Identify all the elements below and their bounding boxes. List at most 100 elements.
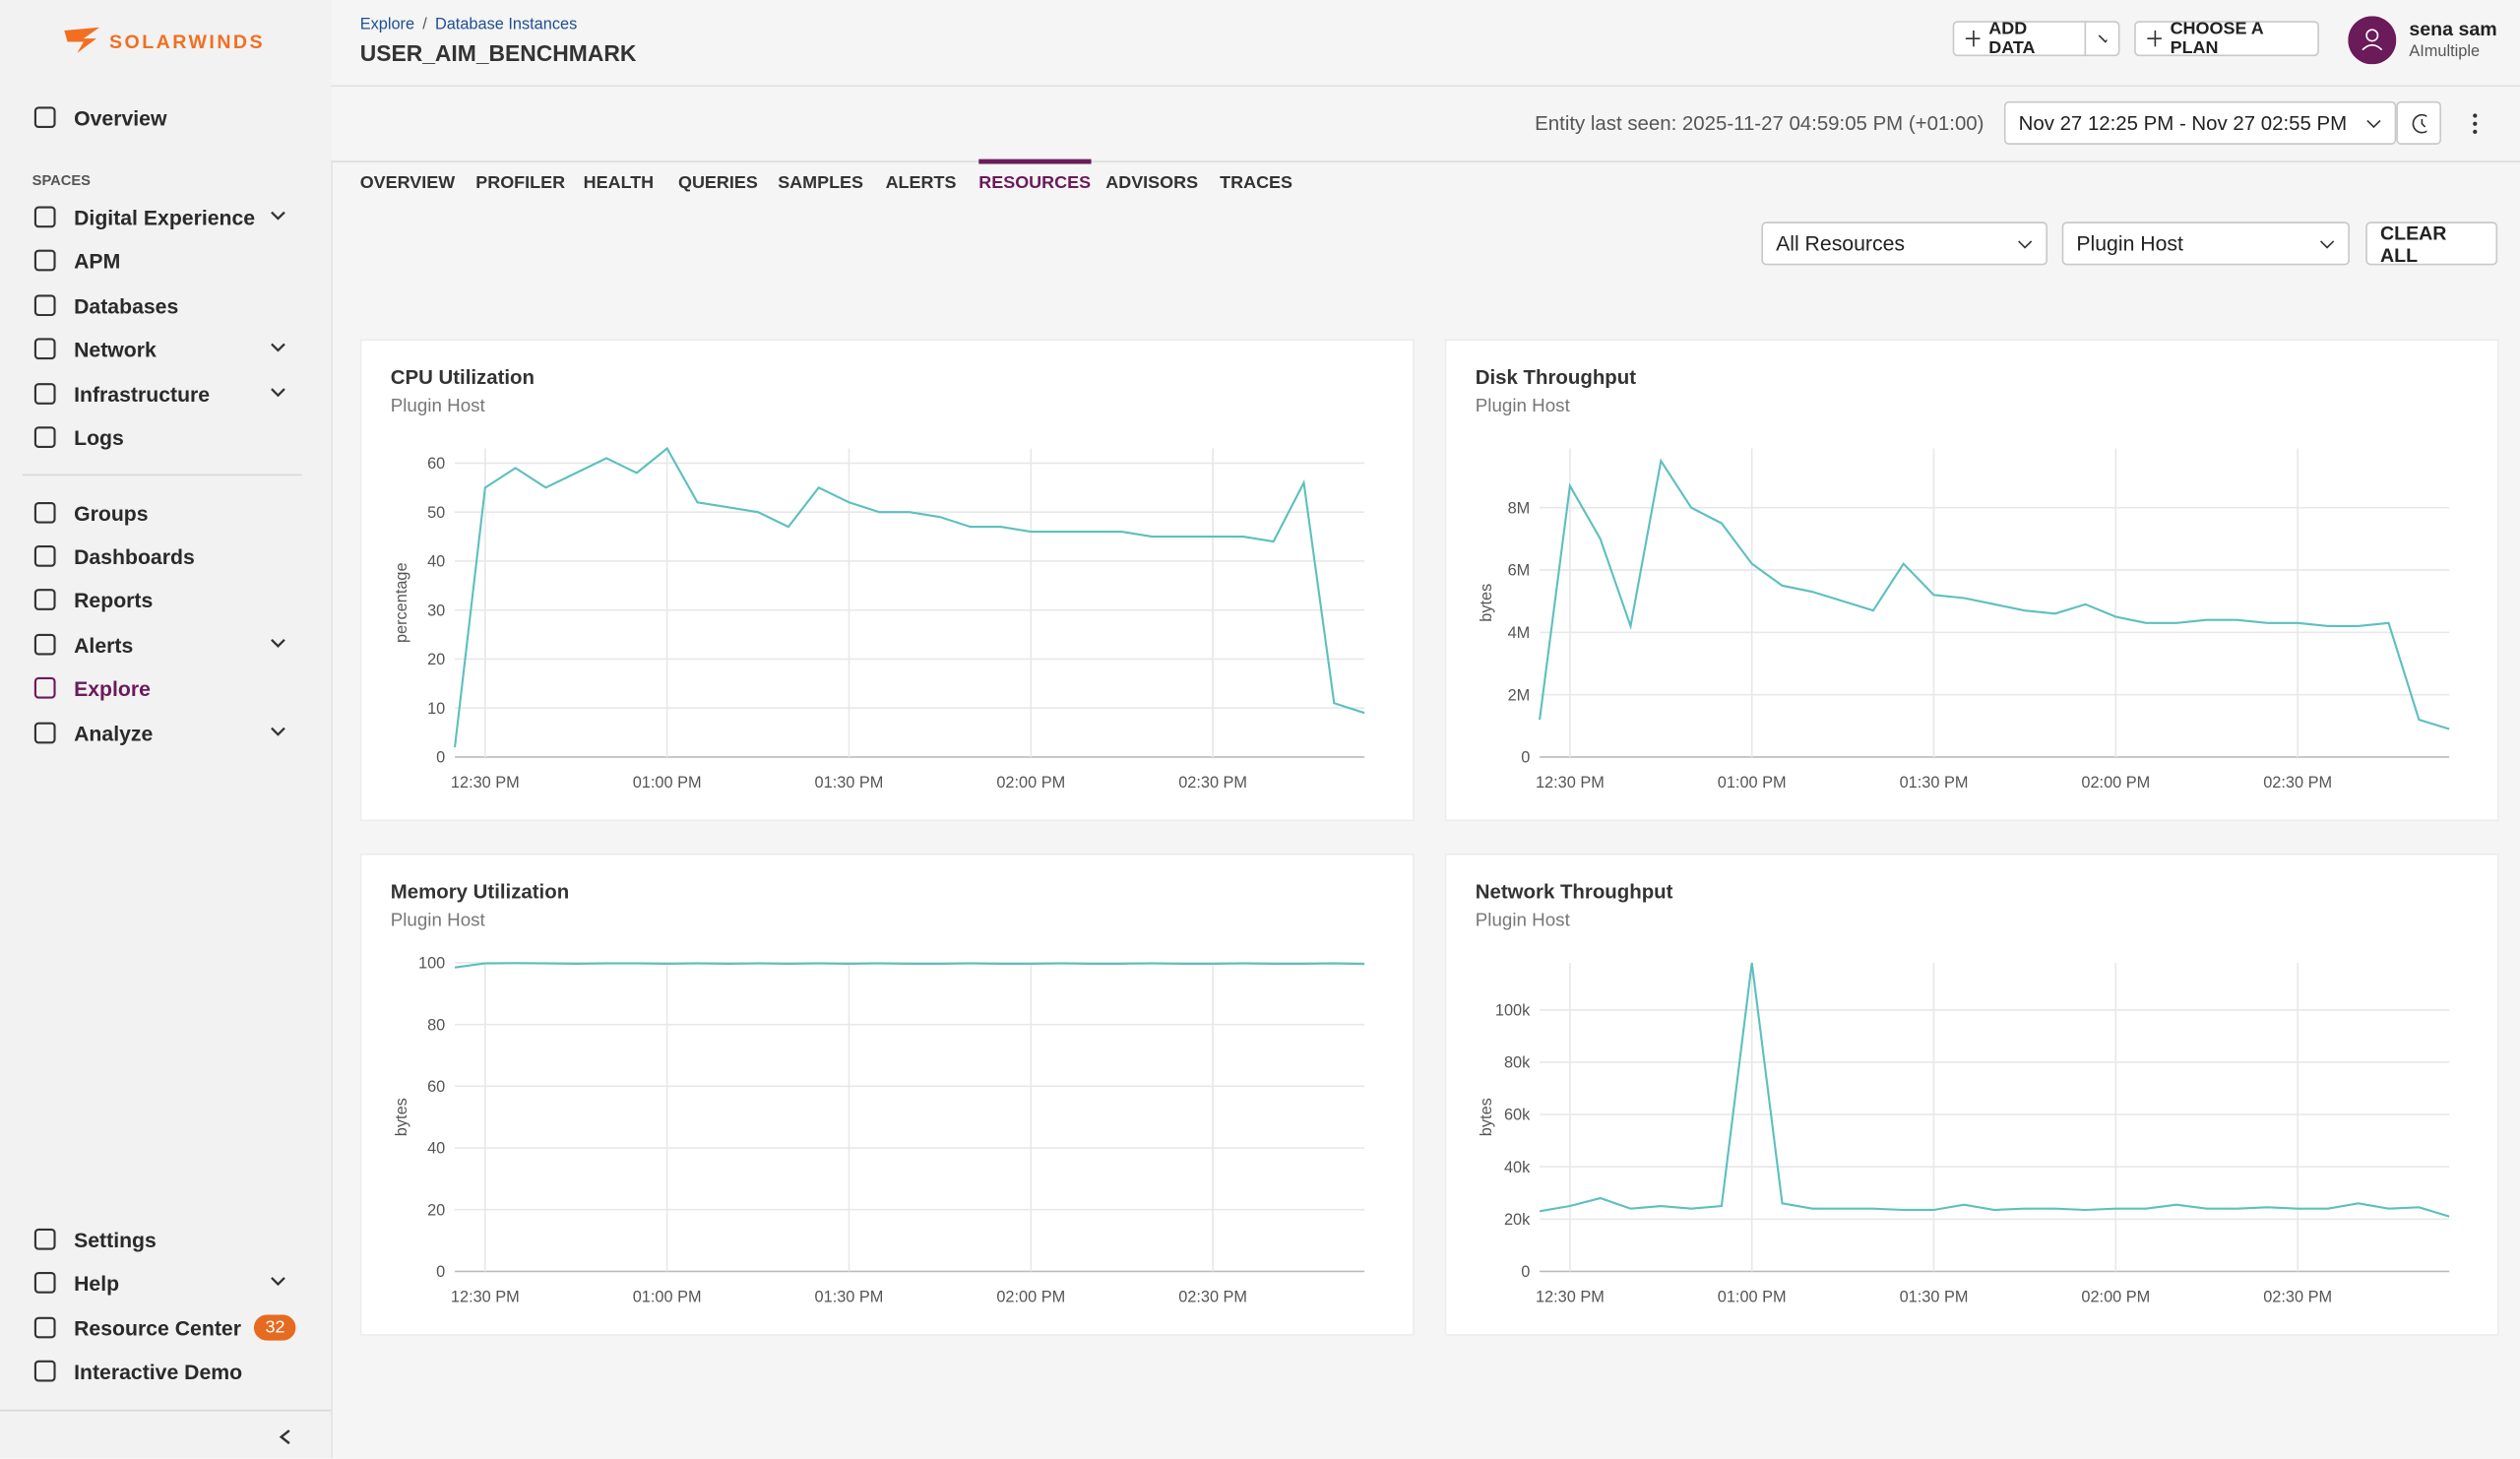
tab-indicator — [978, 159, 1092, 164]
crumb[interactable]: Database Instances — [434, 16, 578, 34]
crumb[interactable]: Explore — [359, 16, 415, 34]
nav-icon — [33, 722, 56, 744]
chevron — [271, 343, 285, 352]
history-button[interactable] — [2396, 100, 2441, 145]
nav-item[interactable]: Help — [32, 1265, 306, 1300]
sidebar: SOLARWINDS SPACES Overview Digital Experi… — [0, 0, 333, 1458]
nav-icon — [33, 338, 56, 360]
tab[interactable]: RESOURCES — [978, 159, 1092, 193]
nav-icon — [33, 206, 56, 228]
user-org: AImultiple — [2409, 43, 2481, 62]
page-title: USER_AIM_BENCHMARK — [359, 39, 637, 66]
chevron-shape — [271, 343, 285, 352]
nav-item[interactable]: Resource Center 32 — [32, 1310, 306, 1346]
more-menu[interactable] — [2470, 112, 2480, 135]
data-line — [454, 962, 1365, 969]
tab[interactable]: HEALTH — [583, 173, 655, 193]
nav-item[interactable]: Logs — [32, 419, 306, 455]
nav-label: Help — [74, 1270, 120, 1296]
add-data-button[interactable]: ADD DATA — [1952, 19, 2087, 58]
time-range-picker[interactable]: Nov 27 12:25 PM - Nov 27 02:55 PM — [2003, 100, 2397, 145]
nav-item[interactable]: Infrastructure — [32, 376, 306, 412]
x-tick-label: 02:30 PM — [1178, 1288, 1247, 1305]
nav-item[interactable]: Explore — [32, 670, 306, 706]
icon-shape — [33, 1271, 56, 1294]
nav-item[interactable]: Alerts — [32, 627, 306, 663]
add-data-dropdown[interactable] — [2084, 21, 2120, 57]
tab[interactable]: SAMPLES — [778, 173, 864, 193]
divider — [22, 474, 302, 476]
nav-item[interactable]: Interactive Demo — [32, 1354, 306, 1389]
choose-plan-label: CHOOSE A PLAN — [2170, 19, 2264, 58]
chevron-shape — [271, 1277, 285, 1287]
add-data-label: ADD DATA — [1988, 19, 2036, 58]
y-tick-label: 50 — [427, 504, 445, 522]
data-line — [453, 446, 1365, 748]
nav-label: Infrastructure — [74, 381, 211, 407]
y-axis-label: bytes — [393, 1098, 410, 1136]
tab[interactable]: PROFILER — [475, 173, 566, 193]
chevron — [271, 1277, 285, 1287]
collapse-button[interactable] — [277, 1427, 296, 1447]
icon-shape — [33, 1360, 56, 1382]
nav-icon — [33, 1360, 56, 1382]
icon-shape — [33, 106, 56, 129]
resource-filter[interactable]: All Resources — [1761, 222, 2048, 266]
y-tick-label: 60 — [427, 455, 445, 473]
y-tick-label: 100 — [418, 955, 445, 973]
y-tick-label: 80 — [427, 1016, 445, 1034]
x-tick-label: 01:30 PM — [815, 1288, 884, 1305]
nav-label: Digital Experience — [74, 205, 256, 229]
x-tick-label: 02:00 PM — [2081, 1288, 2150, 1305]
host-filter[interactable]: Plugin Host — [2061, 222, 2350, 266]
y-tick-label: 0 — [1521, 1263, 1530, 1281]
choose-plan-button[interactable]: CHOOSE A PLAN — [2134, 19, 2319, 58]
nav-item[interactable]: Dashboards — [32, 539, 306, 574]
tab[interactable]: TRACES — [1220, 173, 1293, 193]
x-tick-label: 01:30 PM — [815, 774, 884, 792]
nav-label: Explore — [74, 675, 151, 701]
badge: 32 — [254, 1314, 296, 1341]
time-range: Nov 27 12:25 PM - Nov 27 02:55 PM — [2018, 111, 2348, 135]
tab[interactable]: QUERIES — [677, 173, 758, 193]
tab[interactable]: ALERTS — [885, 173, 957, 193]
nav-item[interactable]: Analyze — [32, 716, 306, 751]
nav-item[interactable]: Settings — [32, 1222, 306, 1257]
nav-item[interactable]: Reports — [32, 582, 306, 617]
nav-item[interactable]: Network — [32, 331, 306, 366]
nav-item[interactable]: Groups — [32, 495, 306, 531]
x-tick-label: 02:30 PM — [2263, 774, 2332, 792]
nav-icon — [33, 106, 56, 129]
nav-item[interactable]: APM — [32, 243, 306, 279]
logo-icon — [64, 27, 100, 53]
icon-shape — [33, 206, 56, 228]
spaces-label: SPACES — [32, 171, 91, 189]
y-tick-label: 20k — [1504, 1211, 1531, 1229]
nav-icon — [33, 545, 56, 567]
y-tick-label: 20 — [427, 651, 445, 668]
y-axis-label: bytes — [1478, 1098, 1495, 1136]
chevron — [271, 638, 285, 648]
nav-icon — [33, 676, 56, 699]
nav-icon — [33, 249, 56, 272]
nav-icon — [33, 383, 56, 405]
x-tick-label: 01:30 PM — [1900, 774, 1969, 792]
icon-shape — [33, 426, 56, 448]
clear-all-button[interactable]: CLEAR ALL — [2365, 221, 2498, 266]
chevron-shape — [271, 388, 285, 398]
tab[interactable]: OVERVIEW — [359, 173, 456, 193]
chevron-shape — [271, 727, 285, 736]
nav-label: Logs — [74, 424, 124, 450]
nav-item[interactable]: Databases — [32, 287, 306, 323]
nav-label: Network — [74, 337, 157, 361]
y-tick-label: 4M — [1508, 624, 1531, 642]
icon-shape — [33, 1228, 56, 1250]
avatar[interactable] — [2348, 16, 2397, 65]
tab[interactable]: ADVISORS — [1105, 173, 1199, 193]
y-tick-label: 2M — [1508, 686, 1531, 704]
nav-item[interactable]: Overview — [32, 99, 306, 135]
nav-item[interactable]: Digital Experience — [32, 199, 306, 234]
x-tick-label: 01:30 PM — [1900, 1288, 1969, 1305]
chart-plot: 0 20k 40k 60k 80k 100k 12:30 PM 01:00 PM 01:30 P… — [1478, 962, 2450, 1305]
